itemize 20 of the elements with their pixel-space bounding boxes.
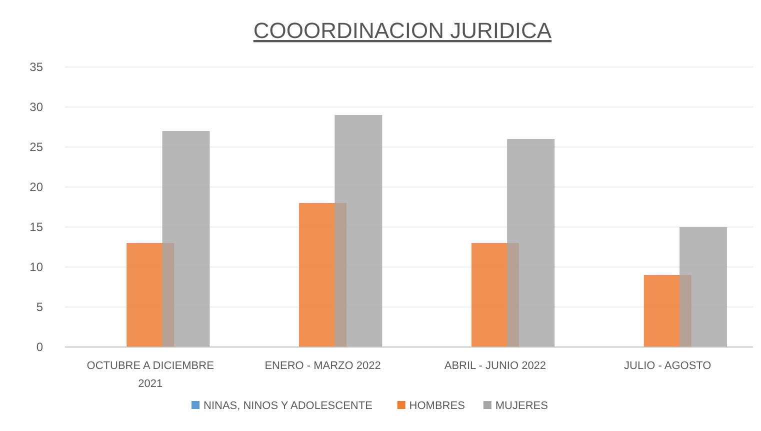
bar — [680, 227, 728, 347]
y-tick-label: 10 — [30, 260, 44, 274]
y-tick-label: 0 — [36, 340, 44, 354]
bar — [334, 115, 382, 347]
y-tick-label: 20 — [30, 180, 44, 194]
x-tick-label: ABRIL - JUNIO 2022 — [444, 360, 546, 372]
chart-title: COOORDINACION JURIDICA — [253, 18, 552, 43]
x-tick-label: OCTUBRE A DICIEMBRE 2021 — [86, 360, 214, 390]
y-tick-label: 5 — [36, 300, 44, 314]
bar — [507, 139, 555, 347]
y-tick-label: 30 — [30, 100, 44, 114]
legend-label: HOMBRES — [409, 400, 465, 412]
y-tick-label: 25 — [30, 140, 44, 154]
y-tick-label: 15 — [30, 220, 44, 234]
y-tick-label: 35 — [30, 60, 44, 74]
legend-label: MUJERES — [495, 400, 548, 412]
x-tick-label: JULIO - AGOSTO — [624, 360, 712, 372]
legend-label: NINAS, NINOS Y ADOLESCENTE — [204, 400, 372, 412]
bar — [162, 131, 210, 347]
x-tick-label: ENERO - MARZO 2022 — [264, 360, 381, 372]
